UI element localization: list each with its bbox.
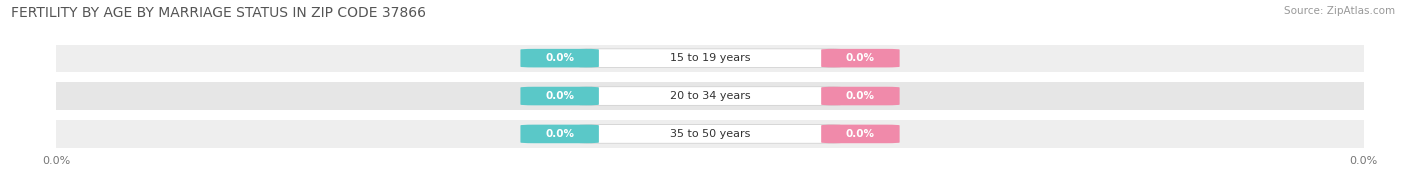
FancyBboxPatch shape xyxy=(520,125,599,143)
FancyBboxPatch shape xyxy=(579,87,841,105)
Text: 15 to 19 years: 15 to 19 years xyxy=(669,53,751,63)
FancyBboxPatch shape xyxy=(579,49,841,67)
Text: FERTILITY BY AGE BY MARRIAGE STATUS IN ZIP CODE 37866: FERTILITY BY AGE BY MARRIAGE STATUS IN Z… xyxy=(11,6,426,20)
Text: 0.0%: 0.0% xyxy=(546,129,574,139)
Text: 0.0%: 0.0% xyxy=(546,91,574,101)
Bar xyxy=(56,44,1364,72)
Text: 0.0%: 0.0% xyxy=(846,129,875,139)
FancyBboxPatch shape xyxy=(821,87,900,105)
FancyBboxPatch shape xyxy=(821,49,900,67)
FancyBboxPatch shape xyxy=(520,49,599,67)
Text: Source: ZipAtlas.com: Source: ZipAtlas.com xyxy=(1284,6,1395,16)
FancyBboxPatch shape xyxy=(520,87,599,105)
Text: 0.0%: 0.0% xyxy=(846,91,875,101)
Bar xyxy=(56,120,1364,148)
Text: 35 to 50 years: 35 to 50 years xyxy=(669,129,751,139)
Text: 20 to 34 years: 20 to 34 years xyxy=(669,91,751,101)
FancyBboxPatch shape xyxy=(579,125,841,143)
Bar xyxy=(56,82,1364,110)
Text: 0.0%: 0.0% xyxy=(546,53,574,63)
FancyBboxPatch shape xyxy=(821,125,900,143)
Text: 0.0%: 0.0% xyxy=(846,53,875,63)
